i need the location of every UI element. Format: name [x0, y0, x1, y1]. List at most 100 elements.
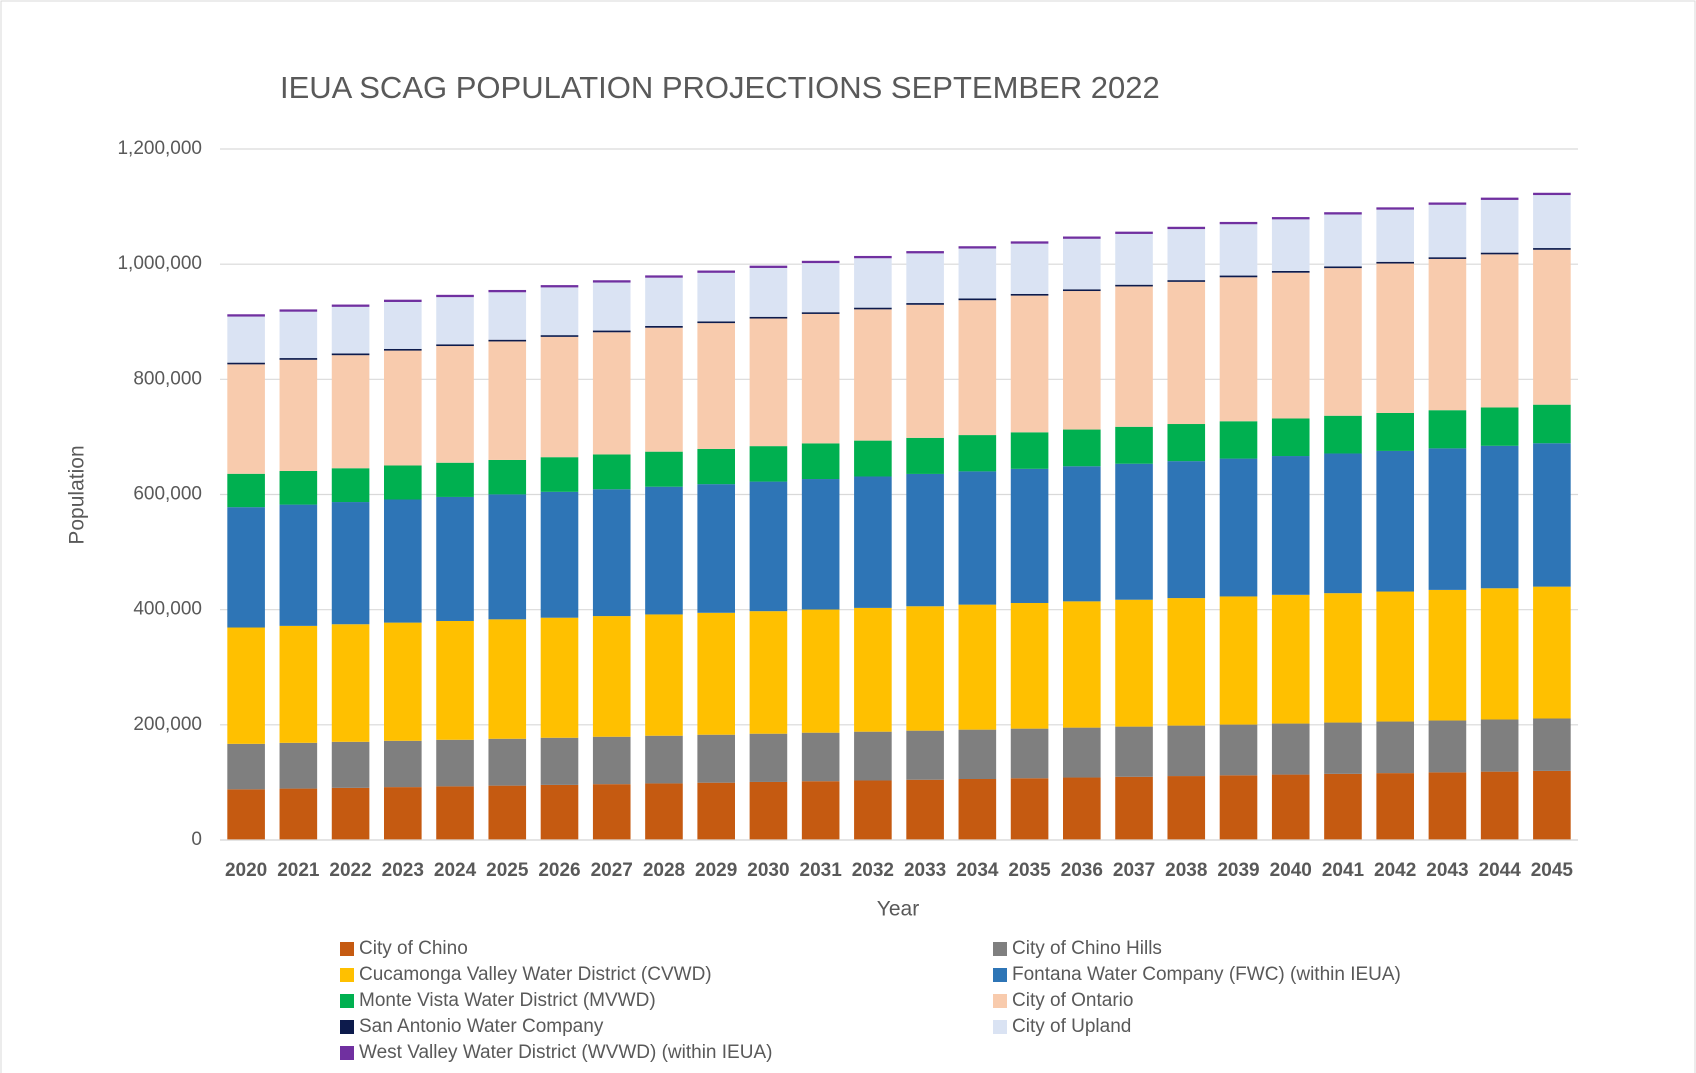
bar-segment — [1010, 468, 1049, 603]
bar-segment — [1063, 601, 1101, 728]
bar-segment — [854, 258, 892, 308]
bar-segment — [645, 486, 683, 615]
bar-segment — [540, 336, 579, 458]
x-tick-label: 2024 — [434, 860, 477, 881]
bar-segment — [384, 350, 422, 466]
y-tick-label: 800,000 — [133, 368, 202, 389]
bar-segment — [854, 307, 892, 310]
bar-segment — [1324, 212, 1362, 215]
y-tick-label: 400,000 — [133, 599, 202, 620]
bar-segment — [1376, 261, 1414, 264]
bar-segment — [906, 779, 944, 840]
bar-segment — [540, 737, 579, 785]
bar-segment — [1376, 207, 1414, 210]
x-tick-label: 2042 — [1374, 860, 1416, 881]
bar-segment — [697, 612, 735, 735]
bar-segment — [1167, 281, 1206, 425]
bar-segment — [697, 448, 735, 485]
bar-segment — [436, 297, 474, 345]
bar-segment — [488, 619, 527, 739]
bar-segment — [801, 609, 840, 733]
bar-segment — [1167, 461, 1206, 599]
bar-segment — [749, 318, 788, 447]
bar-segment — [1167, 776, 1206, 840]
bar-segment — [697, 782, 735, 840]
legend-label: Fontana Water Company (FWC) (within IEUA… — [1012, 964, 1401, 985]
bar-segment — [906, 253, 944, 304]
bar-segment — [854, 780, 892, 840]
bar-segment — [1324, 415, 1362, 454]
bar-segment — [1480, 199, 1519, 253]
bar-segment — [1533, 443, 1571, 587]
bar-segment — [1063, 429, 1101, 467]
bar-segment — [331, 355, 370, 469]
bar-segment — [1271, 217, 1310, 220]
x-tick-label: 2022 — [329, 860, 371, 881]
bar-segment — [645, 277, 683, 326]
bar-segment — [697, 484, 735, 613]
bar-segment — [958, 298, 997, 301]
x-tick-label: 2031 — [800, 860, 843, 881]
bar-segment — [540, 285, 579, 288]
bar-segment — [384, 740, 422, 788]
bar-segment — [1010, 293, 1049, 296]
bar-segment — [436, 294, 474, 298]
bar-segment — [384, 622, 422, 741]
bar-segment — [1219, 275, 1258, 278]
bar-segment — [1115, 463, 1153, 600]
legend-label: Monte Vista Water District (MVWD) — [359, 990, 656, 1011]
legend-label: San Antonio Water Company — [359, 1016, 604, 1037]
bar-segment — [592, 332, 631, 455]
bar-segment — [1115, 233, 1153, 285]
bar-segment — [749, 265, 788, 268]
bar-segment — [1324, 268, 1362, 416]
x-tick-label: 2030 — [747, 860, 789, 881]
legend-label: City of Upland — [1012, 1016, 1131, 1037]
bar-segment — [1115, 286, 1153, 427]
bar-segment — [592, 736, 631, 785]
bar-segment — [1376, 721, 1414, 774]
x-tick-label: 2045 — [1531, 860, 1574, 881]
bar-segment — [1063, 777, 1101, 840]
bar-segment — [331, 306, 370, 354]
x-tick-label: 2028 — [643, 860, 685, 881]
bar-segment — [540, 784, 579, 840]
x-tick-label: 2021 — [277, 860, 320, 881]
bar-segment — [592, 616, 631, 737]
bar-segment — [749, 781, 788, 840]
bar-segment — [801, 312, 840, 314]
bar-segment — [1010, 241, 1049, 244]
bar-segment — [1533, 718, 1571, 771]
bar-segment — [697, 272, 735, 322]
bar-segment — [749, 316, 788, 319]
bar-segment — [1324, 214, 1362, 267]
bar-segment — [1219, 724, 1258, 776]
bar-segment — [331, 468, 370, 503]
bar-segment — [906, 606, 944, 731]
bar-segment — [331, 787, 370, 840]
bar-segment — [279, 788, 318, 840]
bar-segment — [331, 624, 370, 742]
bar-segment — [384, 465, 422, 500]
x-tick-label: 2035 — [1008, 860, 1051, 881]
bar-segment — [854, 731, 892, 781]
bar-segment — [958, 471, 997, 605]
bar-segment — [227, 473, 265, 508]
bar-segment — [331, 502, 370, 625]
bar-segment — [1324, 453, 1362, 594]
bar-segment — [1533, 195, 1571, 249]
x-tick-label: 2020 — [225, 860, 267, 881]
x-tick-label: 2043 — [1426, 860, 1468, 881]
bar-segment — [1428, 772, 1467, 840]
bar-segment — [592, 784, 631, 840]
x-tick-label: 2039 — [1217, 860, 1259, 881]
bar-segment — [384, 787, 422, 840]
bar-segment — [1376, 412, 1414, 451]
bar-segment — [1271, 270, 1310, 273]
legend-swatch — [993, 942, 1007, 956]
bar-segment — [279, 504, 318, 626]
bar-segment — [1324, 722, 1362, 774]
bar-segment — [645, 327, 683, 452]
bar-segment — [540, 287, 579, 336]
